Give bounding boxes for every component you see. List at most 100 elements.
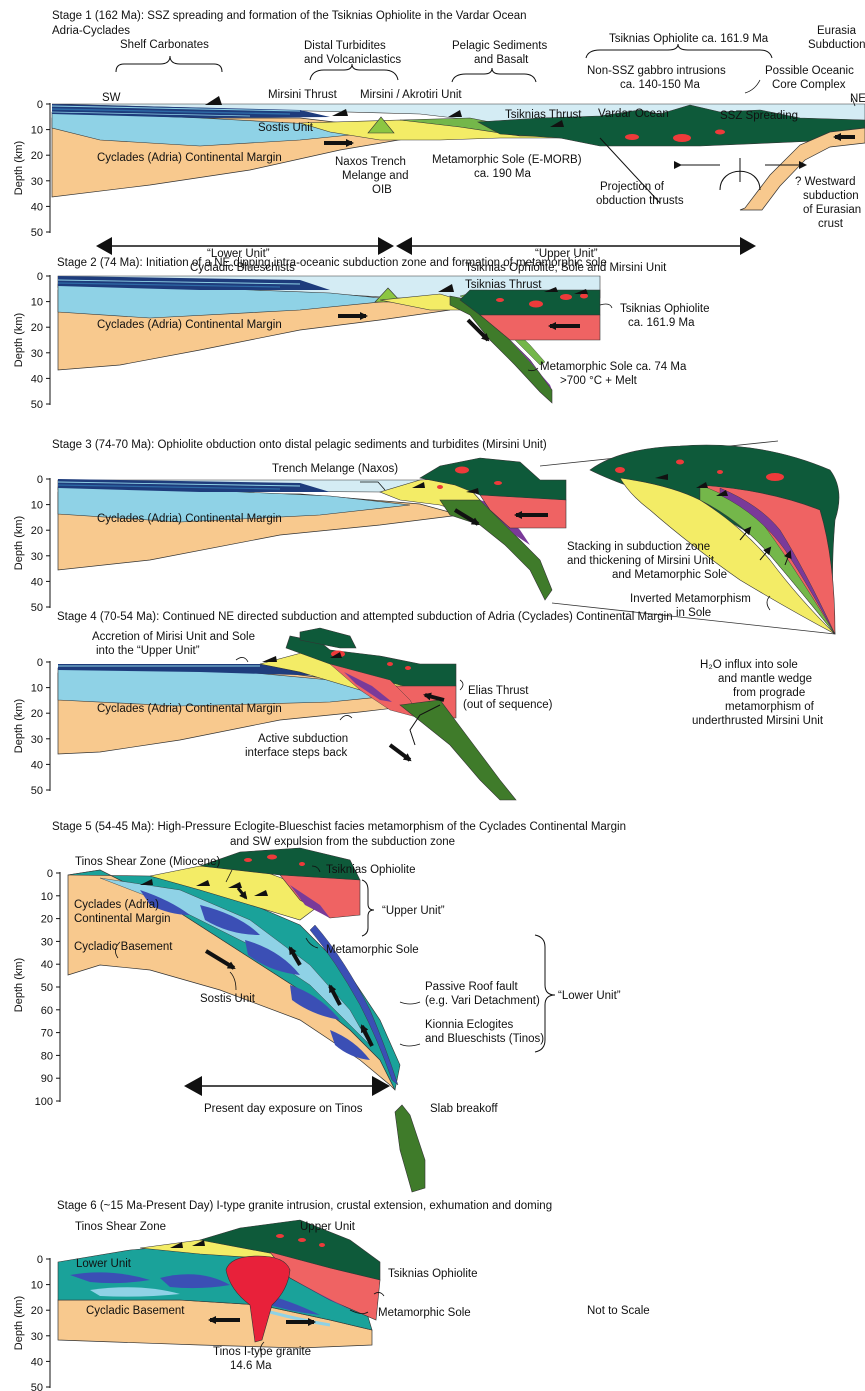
stage2-title: Stage 2 (74 Ma): Initiation of a NE dipp… [57, 257, 607, 269]
stage3-label-stacking-2: and thickening of Mirsini Unit [567, 555, 715, 567]
stage1-label-tsiknias-thrust: Tsiknias Thrust [505, 109, 582, 121]
stage6-depth-axis: 0 10 20 30 40 50 Depth (km) [13, 1254, 51, 1391]
stage6-label-granite-1: Tinos I-type granite [213, 1346, 311, 1358]
stage5-label-cyclades-2: Continental Margin [74, 913, 171, 925]
stage1-label-sole-2: ca. 190 Ma [474, 168, 531, 180]
stage1-label-possible-2: Core Complex [772, 79, 846, 91]
stage4-tick-label: 30 [31, 734, 43, 746]
stage4-label-accretion-2: into the “Upper Unit” [96, 645, 200, 657]
stage1-label-lower-2: Cycladic Blueschists [190, 262, 295, 274]
stage1-label-pelagic-2: and Basalt [474, 54, 529, 66]
stage5-tick-label: 40 [41, 959, 53, 971]
stage5-label-tsiknias: Tsiknias Ophiolite [326, 864, 415, 876]
stage1-title: Stage 1 (162 Ma): SSZ spreading and form… [52, 10, 527, 22]
stage4-tick-label: 10 [31, 683, 43, 695]
stage4-title: Stage 4 (70-54 Ma): Continued NE directe… [57, 611, 673, 623]
stage6-tick-label: 0 [37, 1254, 43, 1266]
stage3-tick-label: 10 [31, 500, 43, 512]
stage5-axis-label: Depth (km) [13, 958, 25, 1012]
stage4-axis-label: Depth (km) [13, 699, 25, 753]
stage3-title: Stage 3 (74-70 Ma): Ophiolite obduction … [52, 439, 547, 451]
stage5-tick-label: 10 [41, 891, 53, 903]
stage4-tick-label: 40 [31, 759, 43, 771]
stage1-label-shelf-carbonates: Shelf Carbonates [120, 39, 209, 51]
stage6-cross-section [57, 1219, 385, 1355]
stage5-label-passive-1: Passive Roof fault [425, 981, 518, 993]
stage6-label-lower: Lower Unit [76, 1258, 132, 1270]
stage1-tick-label: 40 [31, 201, 43, 213]
stage1-label-westward-3: of Eurasian [803, 204, 861, 216]
stage1-label-ssz: SSZ Spreading [720, 110, 798, 122]
stage1-depth-axis: 0 10 20 30 40 50 Depth (km) [13, 99, 51, 239]
stage5-label-upper: “Upper Unit” [382, 905, 445, 917]
stage1-label-sostis: Sostis Unit [258, 122, 314, 134]
stage4-label-accretion-1: Accretion of Mirisi Unit and Sole [92, 631, 255, 643]
stage1-axis-label: Depth (km) [13, 141, 25, 195]
stage5-tick-label: 60 [41, 1005, 53, 1017]
stage6-axis-label: Depth (km) [13, 1296, 25, 1350]
stage5-tick-label: 100 [35, 1096, 53, 1108]
stage3-panel: Stage 3 (74-70 Ma): Ophiolite obduction … [13, 439, 840, 727]
stage1-label-turbidites-1: Distal Turbidites [304, 40, 386, 52]
stage2-tick-label: 10 [31, 297, 43, 309]
stage1-label-naxos-2: Melange and [342, 170, 409, 182]
stage1-label-westward-2: subduction [803, 190, 859, 202]
stage2-tick-label: 30 [31, 348, 43, 360]
stage2-panel: Stage 2 (74 Ma): Initiation of a NE dipp… [13, 257, 709, 411]
stage3-tick-label: 20 [31, 525, 43, 537]
stage4-label-active-1: Active subduction [258, 733, 348, 745]
stage2-label-ophiolite-2: ca. 161.9 Ma [628, 317, 695, 329]
stage6-tick-label: 10 [31, 1280, 43, 1292]
stage4-tick-label: 50 [31, 785, 43, 797]
stage1-tick-label: 30 [31, 176, 43, 188]
stage4-label-elias-1: Elias Thrust [468, 685, 529, 697]
stage5-tick-label: 90 [41, 1073, 53, 1085]
stage1-label-turbidites-2: and Volcaniclastics [304, 54, 401, 66]
stage5-depth-axis: 0 10 20 30 40 50 60 70 80 90 100 Depth (km) [13, 868, 61, 1108]
stage6-label-tinos-sz: Tinos Shear Zone [75, 1221, 166, 1233]
stage1-label-eurasia-2: Subduction [808, 39, 865, 51]
stage5-label-passive-2: (e.g. Vari Detachment) [425, 995, 540, 1007]
stage1-label-westward-4: crust [818, 218, 844, 230]
stage6-tick-label: 50 [31, 1382, 43, 1391]
stage2-tick-label: 50 [31, 399, 43, 411]
stage5-tick-label: 50 [41, 982, 53, 994]
stage1-label-naxos-3: OIB [372, 184, 392, 196]
stage6-label-upper: Upper Unit [300, 1221, 356, 1233]
stage3-tick-label: 0 [37, 474, 43, 486]
stage5-label-cyclades-1: Cyclades (Adria) [74, 899, 159, 911]
stage1-label-ne: NE [850, 93, 865, 105]
stage4-label-margin: Cyclades (Adria) Continental Margin [97, 703, 282, 715]
stage3-label-stacking-3: and Metamorphic Sole [612, 569, 727, 581]
stage2-label-sole-2: >700 °C + Melt [560, 375, 638, 387]
stage5-tick-label: 80 [41, 1050, 53, 1062]
stage2-label-margin: Cyclades (Adria) Continental Margin [97, 319, 282, 331]
stage4-panel: Stage 4 (70-54 Ma): Continued NE directe… [13, 611, 673, 801]
stage1-panel: Stage 1 (162 Ma): SSZ spreading and form… [13, 10, 865, 274]
stage6-label-granite-2: 14.6 Ma [230, 1360, 272, 1372]
stage2-cross-section [57, 275, 613, 404]
stage3-label-inverted-2: in Sole [676, 607, 711, 619]
stage3-label-h2o-2: and mantle wedge [718, 673, 812, 685]
stage2-label-tsiknias-thrust: Tsiknias Thrust [465, 279, 542, 291]
stage1-tick-label: 0 [37, 99, 43, 111]
stage1-label-non-ssz-1: Non-SSZ gabbro intrusions [587, 65, 726, 77]
stage2-label-sole-1: Metamorphic Sole ca. 74 Ma [540, 361, 687, 373]
stage3-label-margin: Cyclades (Adria) Continental Margin [97, 513, 282, 525]
stage1-label-projection-1: Projection of [600, 181, 665, 193]
stage2-label-ophiolite-1: Tsiknias Ophiolite [620, 303, 709, 315]
stage5-tick-label: 0 [47, 868, 53, 880]
stage3-label-stacking-1: Stacking in subduction zone [567, 541, 710, 553]
stage1-label-vardar: Vardar Ocean [598, 108, 669, 120]
stage1-label-mirsini-thrust: Mirsini Thrust [268, 89, 338, 101]
stage5-title-2: and SW expulsion from the subduction zon… [230, 836, 455, 848]
stage3-axis-label: Depth (km) [13, 516, 25, 570]
stage1-label-naxos-1: Naxos Trench [335, 156, 406, 168]
stage4-cross-section [57, 627, 517, 801]
stage2-tick-label: 40 [31, 373, 43, 385]
stage3-label-h2o-3: from prograde [733, 687, 805, 699]
stage1-label-ophiolite-age: Tsiknias Ophiolite ca. 161.9 Ma [609, 33, 769, 45]
stage2-depth-axis: 0 10 20 30 40 50 Depth (km) [13, 271, 51, 411]
stage3-tick-label: 50 [31, 602, 43, 614]
stage2-tick-label: 20 [31, 322, 43, 334]
